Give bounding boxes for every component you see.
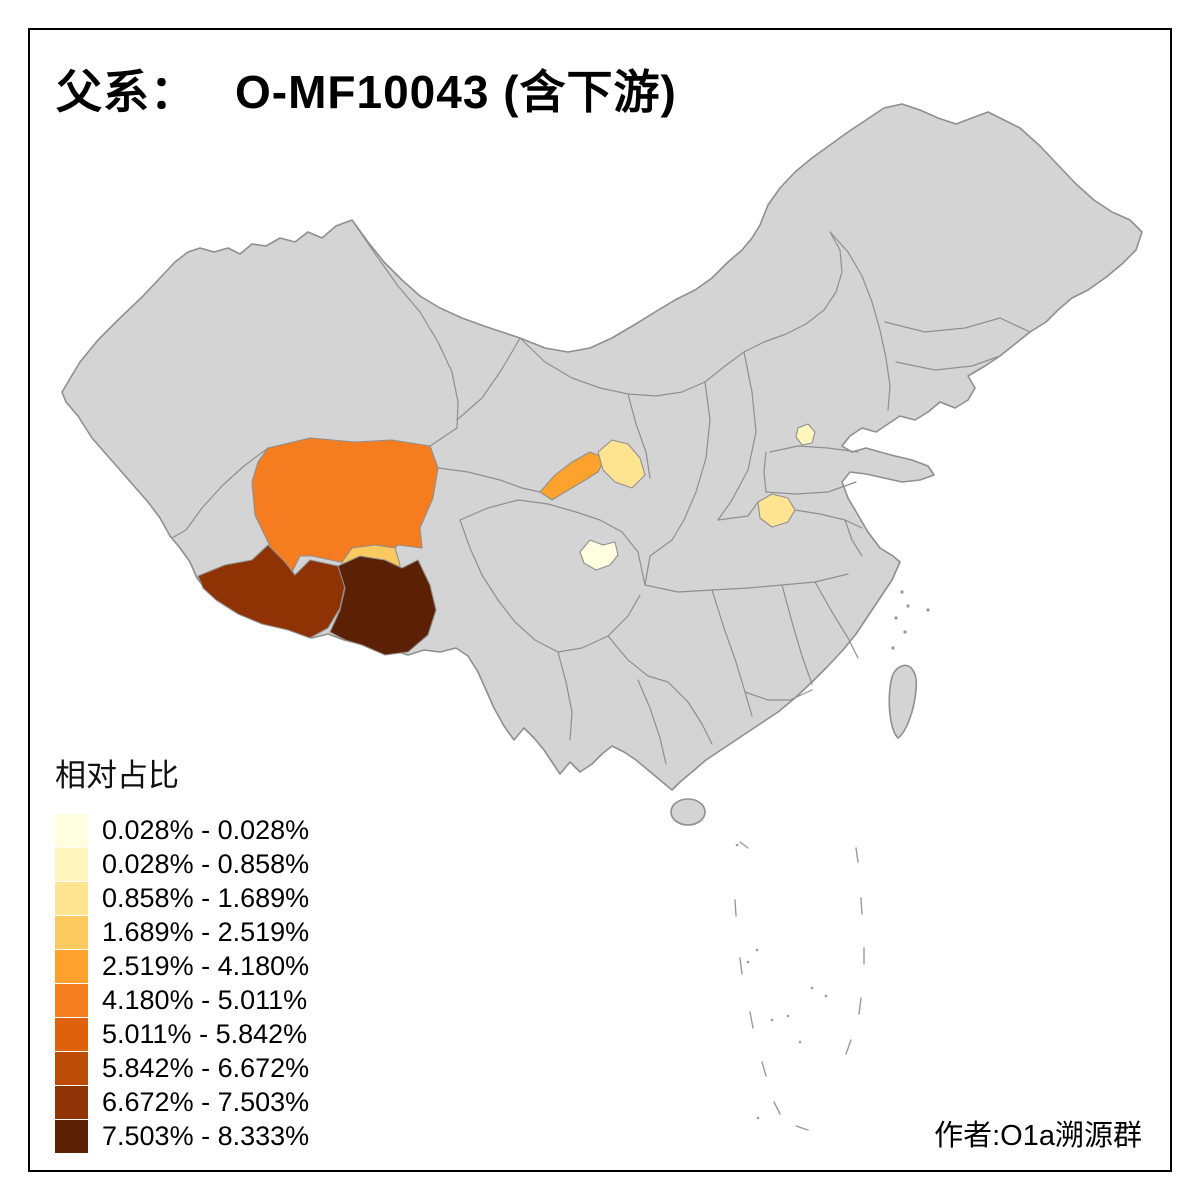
province-border (667, 681, 713, 745)
region-henan-patch (757, 493, 796, 528)
legend-item: 0.858% - 1.689% (55, 881, 309, 915)
legend-label: 4.180% - 5.011% (102, 984, 308, 1015)
legend-label: 2.519% - 4.180% (102, 950, 310, 981)
legend: 相对占比 0.028% - 0.028% 0.028% - 0.858% 0.858… (55, 750, 309, 1153)
legend-item: 1.689% - 2.519% (55, 915, 309, 949)
region-tibet-west (197, 544, 346, 639)
legend-item: 5.011% - 5.842% (55, 1017, 309, 1051)
province-border (437, 467, 541, 493)
province-border (519, 231, 843, 397)
province-border (717, 351, 757, 521)
region-tibet-southeast (329, 555, 437, 656)
province-border (744, 689, 813, 701)
province-border (607, 635, 669, 683)
province-border (769, 445, 859, 453)
legend-swatch (55, 949, 88, 983)
legend-swatch (55, 915, 88, 949)
author-credit: 作者:O1a溯源群 (934, 1120, 1142, 1152)
legend-swatch (55, 1119, 88, 1153)
legend-label: 6.672% - 7.503% (102, 1086, 310, 1117)
province-border (557, 651, 573, 741)
province-border (829, 231, 891, 411)
china-outline (61, 103, 1143, 791)
region-sichuan-center (579, 539, 619, 571)
legend-item: 0.028% - 0.028% (55, 813, 309, 847)
province-border (637, 679, 667, 765)
province-border (171, 447, 269, 539)
province-border (717, 501, 759, 521)
province-border (627, 393, 651, 479)
title-prefix: 父系： (56, 66, 197, 118)
legend-item: 4.180% - 5.011% (55, 983, 309, 1017)
province-borders (171, 219, 1031, 765)
province-border (781, 584, 813, 685)
legend-label: 5.011% - 5.842% (102, 1018, 308, 1049)
province-border (895, 355, 1001, 371)
province-border (459, 499, 646, 586)
legend-label: 0.028% - 0.028% (102, 814, 310, 845)
province-border (671, 381, 711, 541)
legend-swatch (55, 983, 88, 1017)
legend-label: 1.689% - 2.519% (102, 916, 310, 947)
province-border (814, 581, 859, 659)
hainan-island (670, 798, 706, 826)
legend-swatch (55, 1051, 88, 1085)
legend-item: 7.503% - 8.333% (55, 1119, 309, 1153)
legend-item: 6.672% - 7.503% (55, 1085, 309, 1119)
legend-label: 5.842% - 6.672% (102, 1052, 310, 1083)
highlighted-regions (197, 423, 816, 656)
region-shandong-patch (795, 423, 816, 446)
legend-swatch (55, 813, 88, 847)
province-border (456, 337, 521, 421)
province-border (794, 509, 863, 529)
province-border (459, 519, 641, 653)
province-border (644, 539, 673, 586)
legend-item: 0.028% - 0.858% (55, 847, 309, 881)
legend-items: 0.028% - 0.028% 0.028% - 0.858% 0.858% - 1… (55, 813, 309, 1153)
legend-title: 相对占比 (55, 758, 179, 793)
legend-swatch (55, 847, 88, 881)
title-main: O-MF10043 (含下游) (235, 66, 677, 118)
legend-label: 0.858% - 1.689% (102, 882, 310, 913)
page-title: 父系： O-MF10043 (含下游) (56, 56, 677, 122)
legend-swatch (55, 1017, 88, 1051)
legend-swatch (55, 1085, 88, 1119)
legend-item: 2.519% - 4.180% (55, 949, 309, 983)
province-border (711, 589, 753, 717)
province-border (765, 481, 857, 495)
legend-swatch (55, 881, 88, 915)
taiwan-island (888, 664, 918, 739)
region-gansu-east (597, 439, 646, 489)
south-china-sea-islands (734, 590, 930, 1131)
legend-label: 7.503% - 8.333% (102, 1120, 310, 1151)
province-border (763, 451, 767, 493)
legend-label: 0.028% - 0.858% (102, 848, 310, 879)
province-border (884, 317, 1031, 333)
province-border (844, 519, 863, 557)
legend-item: 5.842% - 6.672% (55, 1051, 309, 1085)
